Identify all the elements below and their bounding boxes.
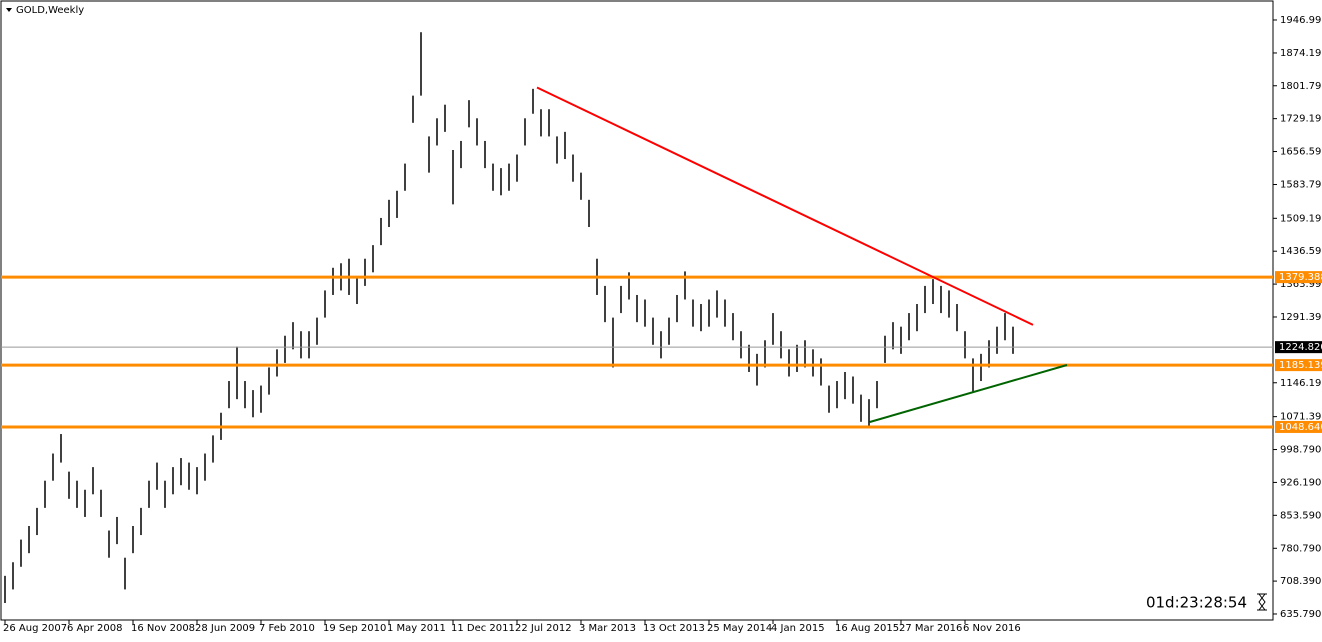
timer: 01d:23:28:54 xyxy=(1146,594,1247,612)
x-tick-label: 3 Mar 2013 xyxy=(579,623,636,634)
y-tick-label: 1946.990 xyxy=(1280,15,1322,26)
current-price-box xyxy=(1275,341,1322,354)
x-tick-label: 4 Jan 2015 xyxy=(771,623,825,634)
y-tick-label: 853.590 xyxy=(1280,510,1321,521)
level-box xyxy=(1275,420,1322,433)
y-tick-label: 926.190 xyxy=(1280,477,1321,488)
x-tick-label: 26 Aug 2007 xyxy=(3,623,67,634)
x-tick-label: 13 Oct 2013 xyxy=(643,623,705,634)
y-tick-label: 1656.590 xyxy=(1280,147,1322,158)
x-tick-label: 22 Jul 2012 xyxy=(515,623,572,634)
x-tick-label: 16 Aug 2015 xyxy=(835,623,899,634)
x-tick-label: 6 Nov 2016 xyxy=(963,623,1021,634)
y-tick-label: 708.390 xyxy=(1280,576,1321,587)
level-label: 1048.640 xyxy=(1279,422,1322,433)
y-tick-label: 1071.390 xyxy=(1280,412,1322,423)
y-tick-label: 780.790 xyxy=(1280,543,1321,554)
y-tick-label: 635.790 xyxy=(1280,609,1321,620)
x-tick-label: 7 Feb 2010 xyxy=(259,623,315,634)
x-tick-label: 1 May 2011 xyxy=(387,623,446,634)
y-tick-label: 1729.190 xyxy=(1280,114,1322,125)
x-tick-label: 27 Mar 2016 xyxy=(899,623,962,634)
chart-title: GOLD,Weekly xyxy=(16,5,84,16)
y-tick-label: 998.790 xyxy=(1280,445,1321,456)
trendline xyxy=(869,364,1068,423)
trendline xyxy=(536,86,1034,326)
y-tick-label: 1583.790 xyxy=(1280,180,1322,191)
level-label: 1185.139 xyxy=(1279,360,1322,371)
x-tick-label: 11 Dec 2011 xyxy=(451,623,515,634)
level-label: 1379.388 xyxy=(1279,272,1322,283)
level-box xyxy=(1275,271,1322,284)
hourglass-icon xyxy=(1257,593,1267,611)
menu-arrow[interactable] xyxy=(6,8,12,12)
x-tick-label: 6 Apr 2008 xyxy=(67,623,122,634)
y-tick-label: 1509.190 xyxy=(1280,213,1322,224)
y-tick-label: 1874.190 xyxy=(1280,48,1322,59)
current-price-label: 1224.820 xyxy=(1279,342,1322,353)
y-tick-label: 1436.590 xyxy=(1280,246,1322,257)
level-box xyxy=(1275,359,1322,372)
y-tick-label: 1146.190 xyxy=(1280,378,1322,389)
x-tick-label: 25 May 2014 xyxy=(707,623,772,634)
x-tick-label: 16 Nov 2008 xyxy=(131,623,195,634)
x-tick-label: 28 Jun 2009 xyxy=(195,623,255,634)
x-tick-label: 19 Sep 2010 xyxy=(323,623,386,634)
y-tick-label: 1801.790 xyxy=(1280,81,1322,92)
y-tick-label: 1363.990 xyxy=(1280,279,1322,290)
y-tick-label: 1291.390 xyxy=(1280,312,1322,323)
